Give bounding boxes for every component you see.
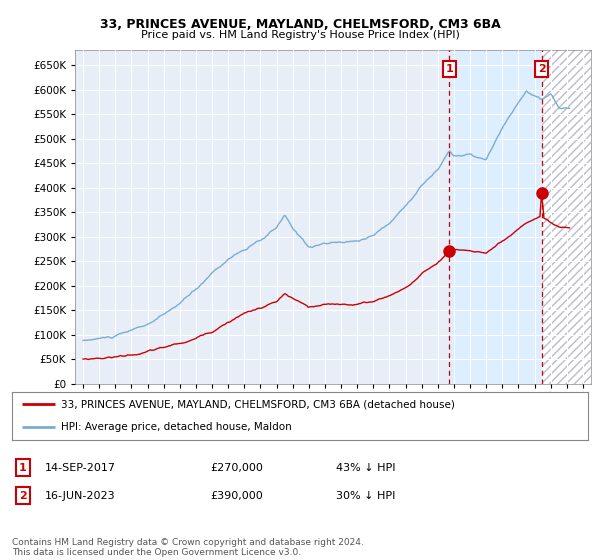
Text: 2: 2 — [538, 64, 545, 74]
Bar — [542, 50, 591, 384]
Text: Price paid vs. HM Land Registry's House Price Index (HPI): Price paid vs. HM Land Registry's House … — [140, 30, 460, 40]
Text: 2: 2 — [19, 491, 26, 501]
Text: 33, PRINCES AVENUE, MAYLAND, CHELMSFORD, CM3 6BA (detached house): 33, PRINCES AVENUE, MAYLAND, CHELMSFORD,… — [61, 399, 455, 409]
Text: 30% ↓ HPI: 30% ↓ HPI — [336, 491, 395, 501]
Text: 33, PRINCES AVENUE, MAYLAND, CHELMSFORD, CM3 6BA: 33, PRINCES AVENUE, MAYLAND, CHELMSFORD,… — [100, 18, 500, 31]
Text: £270,000: £270,000 — [210, 463, 263, 473]
Text: 1: 1 — [19, 463, 26, 473]
Bar — [542, 50, 591, 384]
Text: 1: 1 — [445, 64, 453, 74]
Text: 16-JUN-2023: 16-JUN-2023 — [45, 491, 116, 501]
Bar — [449, 50, 542, 384]
Text: HPI: Average price, detached house, Maldon: HPI: Average price, detached house, Mald… — [61, 422, 292, 432]
Text: Contains HM Land Registry data © Crown copyright and database right 2024.
This d: Contains HM Land Registry data © Crown c… — [12, 538, 364, 557]
Text: 14-SEP-2017: 14-SEP-2017 — [45, 463, 116, 473]
Text: £390,000: £390,000 — [210, 491, 263, 501]
Text: 43% ↓ HPI: 43% ↓ HPI — [336, 463, 395, 473]
